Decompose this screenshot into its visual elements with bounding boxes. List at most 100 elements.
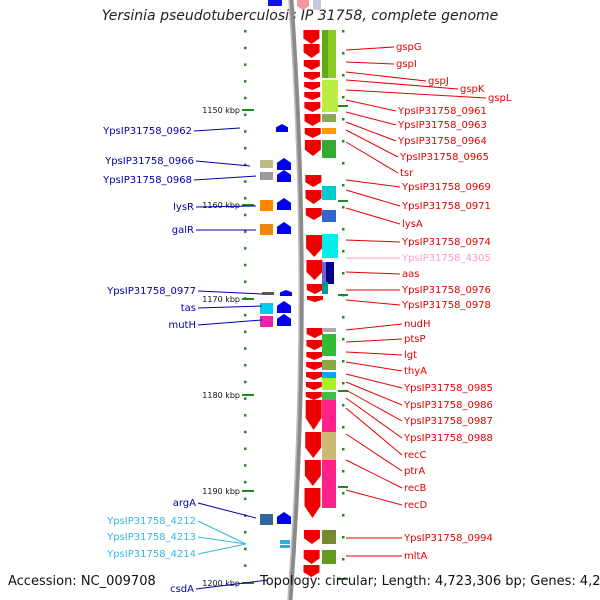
gene-label-YpsIP31758_0969: YpsIP31758_0969 bbox=[401, 182, 491, 193]
track-dot bbox=[342, 96, 345, 99]
leader-line bbox=[345, 459, 403, 489]
gene-block bbox=[260, 224, 273, 235]
gene-arrow bbox=[305, 190, 322, 204]
gene-block bbox=[260, 160, 273, 168]
gene-label-YpsIP31758_0971: YpsIP31758_0971 bbox=[401, 201, 491, 212]
map-title: Yersinia pseudotuberculosis IP 31758, co… bbox=[101, 8, 499, 24]
track-dot bbox=[342, 492, 345, 495]
track-dot bbox=[244, 380, 247, 384]
gene-label-YpsIP31758_0988: YpsIP31758_0988 bbox=[403, 433, 493, 444]
leader-line bbox=[345, 89, 487, 99]
leader-line bbox=[345, 373, 403, 389]
track-dot bbox=[244, 180, 247, 183]
leader-line bbox=[345, 338, 403, 343]
gene-arrow bbox=[277, 170, 291, 182]
track-dot bbox=[244, 464, 247, 467]
gene-block bbox=[322, 234, 338, 258]
gene-block bbox=[322, 400, 336, 432]
track-dot bbox=[244, 564, 247, 567]
gene-label-gspG: gspG bbox=[396, 42, 422, 53]
gene-arrow bbox=[304, 114, 321, 126]
track-dot bbox=[342, 338, 345, 341]
gene-label-YpsIP31758_0976: YpsIP31758_0976 bbox=[401, 285, 491, 296]
gene-label-YpsIP31758_4213: YpsIP31758_4213 bbox=[106, 532, 196, 543]
track-dot bbox=[244, 280, 247, 283]
track-dot bbox=[244, 430, 247, 434]
gene-arrow bbox=[304, 102, 321, 112]
track-dot bbox=[244, 397, 247, 400]
leader-line bbox=[345, 299, 401, 306]
gene-block bbox=[322, 334, 336, 356]
gene-arrow bbox=[303, 30, 320, 44]
track-dot bbox=[342, 184, 345, 187]
gene-label-gspI: gspI bbox=[396, 59, 417, 70]
label-leader-lines bbox=[193, 46, 487, 590]
gene-arrow bbox=[303, 44, 320, 58]
gene-block bbox=[322, 210, 336, 222]
gene-arrow bbox=[276, 124, 288, 132]
gene-label-argA: argA bbox=[173, 498, 196, 509]
leader-line bbox=[345, 397, 403, 439]
gene-block bbox=[322, 282, 328, 294]
gene-label-gspL: gspL bbox=[488, 93, 512, 104]
track-dot bbox=[342, 382, 345, 385]
leader-line bbox=[345, 351, 403, 356]
gene-label-YpsIP31758_0966: YpsIP31758_0966 bbox=[104, 156, 194, 167]
leader-line bbox=[197, 520, 247, 545]
track-dot bbox=[244, 63, 247, 66]
gene-arrow bbox=[306, 352, 323, 360]
track-dot bbox=[244, 247, 247, 250]
track-dot bbox=[244, 313, 247, 317]
track-dot bbox=[244, 230, 247, 233]
gene-arrow bbox=[305, 432, 322, 458]
track-dot bbox=[342, 448, 345, 451]
gene-arrow bbox=[306, 362, 323, 370]
leader-line bbox=[345, 129, 399, 158]
leader-line bbox=[345, 99, 397, 112]
gene-label-lysR: lysR bbox=[173, 202, 194, 213]
gene-label-YpsIP31758_4305: YpsIP31758_4305 bbox=[401, 253, 491, 264]
track-dot bbox=[244, 46, 247, 50]
gene-label-lgt: lgt bbox=[404, 350, 417, 361]
track-dot bbox=[244, 213, 247, 217]
gene-label-YpsIP31758_0962: YpsIP31758_0962 bbox=[102, 126, 192, 137]
gene-block bbox=[322, 114, 336, 122]
track-dot bbox=[342, 404, 345, 407]
gene-label-tas: tas bbox=[181, 303, 196, 314]
gene-label-YpsIP31758_4212: YpsIP31758_4212 bbox=[106, 516, 196, 527]
gene-label-mutH: mutH bbox=[168, 320, 196, 331]
gene-label-recC: recC bbox=[404, 450, 427, 461]
track-dot bbox=[342, 52, 345, 55]
gene-block bbox=[322, 550, 336, 564]
track-dot bbox=[342, 514, 345, 517]
gene-label-galR: galR bbox=[172, 225, 194, 236]
gene-block bbox=[322, 140, 336, 158]
gene-label-YpsIP31758_0974: YpsIP31758_0974 bbox=[401, 237, 491, 248]
gene-label-mltA: mltA bbox=[404, 551, 427, 562]
track-dot bbox=[244, 263, 247, 267]
leader-line bbox=[345, 407, 403, 456]
gene-arrow bbox=[304, 128, 321, 138]
gene-block bbox=[322, 328, 336, 332]
leader-line bbox=[345, 361, 403, 372]
leader-line bbox=[345, 121, 397, 142]
gene-label-YpsIP31758_4214: YpsIP31758_4214 bbox=[106, 549, 196, 560]
gene-arrow bbox=[277, 158, 291, 170]
gene-block bbox=[313, 0, 321, 10]
gene-arrow bbox=[297, 0, 309, 10]
track-dot bbox=[342, 470, 345, 473]
leader-line bbox=[195, 579, 269, 590]
track-dot bbox=[244, 113, 247, 116]
leader-line bbox=[345, 141, 399, 174]
leader-line bbox=[345, 239, 401, 243]
track-dot bbox=[244, 163, 247, 167]
gene-arrow bbox=[277, 222, 291, 234]
gene-label-thyA: thyA bbox=[404, 366, 427, 377]
kbp-tick-label: 1150 kbp bbox=[202, 106, 240, 115]
gene-label-ptrA: ptrA bbox=[404, 466, 425, 477]
gene-arrow bbox=[306, 328, 323, 338]
left-gene-labels: YpsIP31758_0962 YpsIP31758_0966 YpsIP31758… bbox=[102, 126, 196, 595]
leader-line bbox=[193, 127, 241, 132]
